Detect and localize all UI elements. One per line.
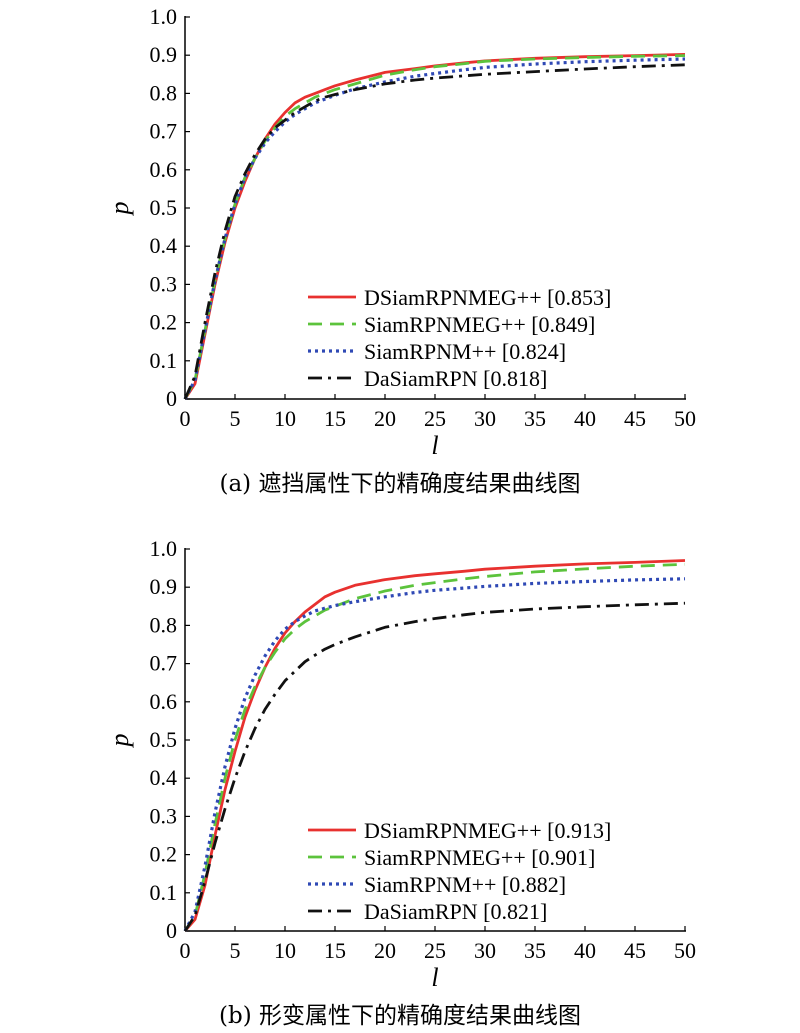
x-tick-label: 50 (674, 406, 696, 431)
series-line-3 (183, 577, 686, 932)
series-line-4 (183, 601, 686, 932)
y-tick-label: 0.4 (150, 765, 178, 790)
y-tick-label: 0.8 (150, 612, 178, 637)
y-tick-label: 0.9 (150, 574, 178, 599)
series-line-3 (183, 57, 686, 400)
x-axis-label: l (431, 963, 438, 992)
x-tick-label: 15 (324, 938, 346, 963)
x-tick-label: 0 (180, 406, 191, 431)
figure-caption: (b) 形变属性下的精确度结果曲线图 (219, 1003, 581, 1029)
legend-entry: SiamRPNMEG++ [0.849] (364, 312, 595, 337)
x-tick-label: 45 (624, 938, 646, 963)
y-tick-label: 0.4 (150, 233, 178, 258)
legend-entry: SiamRPNM++ [0.824] (364, 339, 566, 364)
y-tick-label: 1.0 (150, 536, 178, 561)
x-axis-label: l (431, 431, 438, 460)
y-tick-label: 0.8 (150, 80, 178, 105)
y-tick-label: 0.3 (150, 803, 178, 828)
series-line-2 (183, 562, 686, 932)
y-tick-label: 0.2 (150, 842, 178, 867)
legend: DSiamRPNMEG++ [0.913]SiamRPNMEG++ [0.901… (308, 818, 611, 924)
x-tick-label: 10 (274, 938, 296, 963)
x-tick-label: 40 (574, 406, 596, 431)
y-tick-label: 0.1 (150, 880, 178, 905)
x-tick-label: 20 (374, 406, 396, 431)
chart-a: 0 0.1 0.2 0.3 0.4 0.5 0.6 0.7 0.8 0.9 1.0 0 5 10 15 20 2… (105, 4, 696, 497)
x-tick-label: 20 (374, 938, 396, 963)
series-line-1 (183, 559, 686, 932)
x-tick-label: 5 (230, 406, 241, 431)
y-tick-label: 0.2 (150, 310, 178, 335)
legend-entry: DaSiamRPN [0.821] (364, 899, 547, 924)
series-line-4 (183, 63, 686, 400)
x-tick-label: 35 (524, 938, 546, 963)
series-line-2 (183, 54, 686, 400)
y-tick-label: 0.5 (150, 195, 178, 220)
y-tick-label: 0 (166, 386, 177, 411)
legend-entry: DaSiamRPN [0.818] (364, 366, 547, 391)
legend-entry: SiamRPNMEG++ [0.901] (364, 845, 595, 870)
y-tick-label: 0 (166, 918, 177, 943)
legend-entry: DSiamRPNMEG++ [0.913] (364, 818, 611, 843)
figure-caption: (a) 遮挡属性下的精确度结果曲线图 (220, 471, 581, 497)
y-tick-label: 0.9 (150, 42, 178, 67)
x-tick-label: 50 (674, 938, 696, 963)
x-tick-label: 40 (574, 938, 596, 963)
x-tick-label: 45 (624, 406, 646, 431)
x-tick-label: 15 (324, 406, 346, 431)
y-tick-label: 0.5 (150, 727, 178, 752)
chart-b: 0 0.1 0.2 0.3 0.4 0.5 0.6 0.7 0.8 0.9 1.0 0 5 10 15 20 2… (105, 536, 696, 1029)
y-tick-label: 0.6 (150, 689, 178, 714)
x-tick-label: 25 (424, 406, 446, 431)
y-tick-label: 1.0 (150, 4, 178, 29)
x-tick-label: 0 (180, 938, 191, 963)
y-tick-label: 0.6 (150, 157, 178, 182)
x-tick-label: 35 (524, 406, 546, 431)
legend-entry: SiamRPNM++ [0.882] (364, 872, 566, 897)
x-tick-label: 5 (230, 938, 241, 963)
y-tick-label: 0.1 (150, 348, 178, 373)
y-axis-label: p (105, 734, 134, 749)
x-tick-label: 30 (474, 406, 496, 431)
x-tick-label: 25 (424, 938, 446, 963)
legend-entry: DSiamRPNMEG++ [0.853] (364, 285, 611, 310)
x-tick-label: 30 (474, 938, 496, 963)
y-tick-label: 0.7 (150, 119, 178, 144)
legend: DSiamRPNMEG++ [0.853]SiamRPNMEG++ [0.849… (308, 285, 611, 391)
x-tick-label: 10 (274, 406, 296, 431)
y-tick-label: 0.7 (150, 651, 178, 676)
y-axis-label: p (105, 202, 134, 217)
y-tick-label: 0.3 (150, 271, 178, 296)
